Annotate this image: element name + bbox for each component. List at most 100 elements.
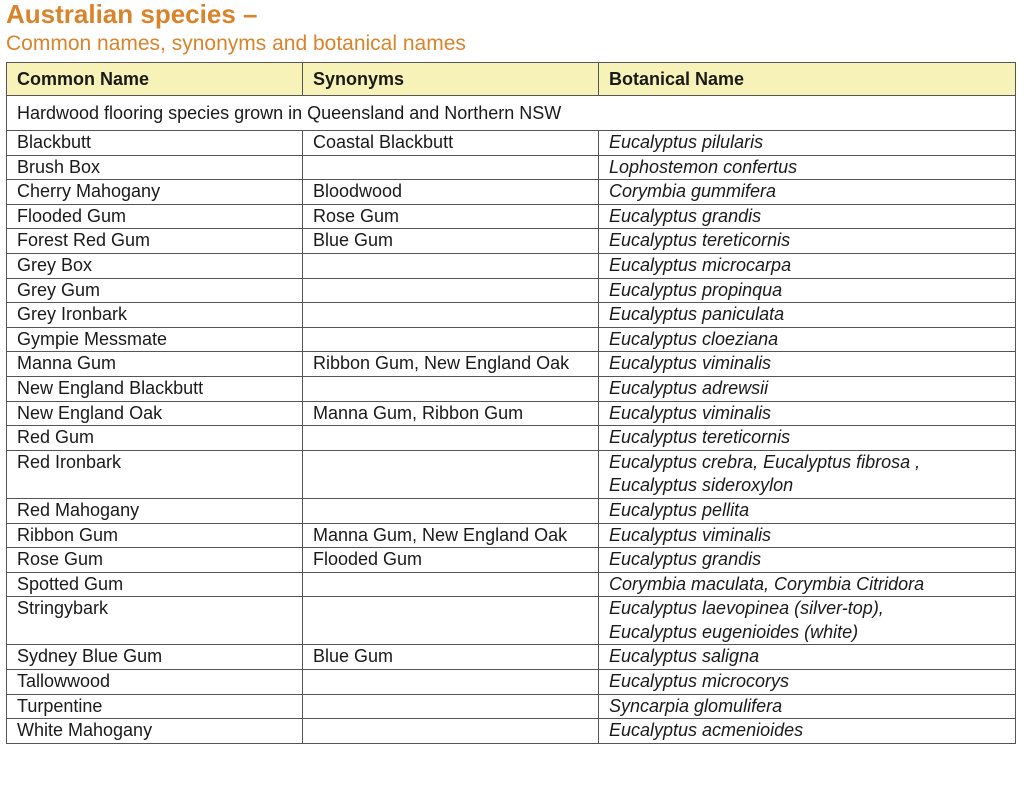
synonyms-cell — [302, 302, 599, 328]
botanical-name-cell: Eucalyptus saligna — [598, 644, 1016, 671]
species-table-body: Hardwood flooring species grown in Queen… — [6, 95, 1016, 744]
page-title: Australian species – — [6, 0, 258, 29]
page-subtitle: Common names, synonyms and botanical nam… — [6, 32, 466, 55]
common-name-cell: Red Ironbark — [6, 449, 303, 499]
section-row: Hardwood flooring species grown in Queen… — [6, 95, 1016, 131]
synonyms-cell — [302, 718, 599, 744]
common-name-cell: Grey Ironbark — [6, 302, 303, 328]
table-row: Gympie Messmate Eucalyptus cloeziana — [6, 326, 1016, 353]
botanical-name-cell: Eucalyptus microcorys — [598, 669, 1016, 695]
botanical-name-cell: Eucalyptus microcarpa — [598, 252, 1016, 279]
table-row: Cherry Mahogany Bloodwood Corymbia gummife… — [6, 179, 1016, 205]
table-row: Turpentine Syncarpia glomulifera — [6, 693, 1016, 720]
synonyms-cell — [302, 277, 599, 304]
synonyms-cell — [302, 693, 599, 720]
botanical-name-line: Eucalyptus paniculata — [609, 304, 785, 325]
botanical-name-line: Eucalyptus acmenioides — [609, 720, 804, 741]
common-name-cell: Turpentine — [6, 693, 303, 720]
common-name-cell: White Mahogany — [6, 718, 303, 744]
botanical-name-line: Eucalyptus microcorys — [609, 671, 790, 692]
table-row: Red Gum Eucalyptus tereticornis — [6, 425, 1016, 451]
table-row: New England Blackbutt Eucalyptus adrewsii — [6, 375, 1016, 402]
botanical-name-line: Syncarpia glomulifera — [609, 695, 783, 716]
synonyms-cell — [302, 596, 599, 646]
table-row: Brush Box Lophostemon confertus — [6, 154, 1016, 181]
table-row: Tallowwood Eucalyptus microcorys — [6, 669, 1016, 695]
common-name-cell: Manna Gum — [6, 351, 303, 377]
botanical-name-line: Eucalyptus propinqua — [609, 279, 783, 300]
botanical-name-cell: Syncarpia glomulifera — [598, 693, 1016, 720]
common-name-cell: Red Gum — [6, 425, 303, 451]
botanical-name-line: Corymbia gummifera — [609, 181, 777, 202]
botanical-name-cell: Eucalyptus viminalis — [598, 400, 1016, 427]
botanical-name-line: Lophostemon confertus — [609, 156, 798, 177]
table-row: Sydney Blue Gum Blue Gum Eucalyptus salign… — [6, 644, 1016, 671]
table-row: Red Mahogany Eucalyptus pellita — [6, 497, 1016, 524]
table-row: White Mahogany Eucalyptus acmenioides — [6, 718, 1016, 744]
botanical-name-cell: Eucalyptus paniculata — [598, 302, 1016, 328]
table-row: Rose Gum Flooded Gum Eucalyptus grandis — [6, 547, 1016, 573]
common-name-cell: New England Blackbutt — [6, 375, 303, 402]
common-name-cell: Ribbon Gum — [6, 522, 303, 549]
synonyms-cell — [302, 669, 599, 695]
botanical-name-line: Eucalyptus viminalis — [609, 524, 772, 545]
common-name-cell: New England Oak — [6, 400, 303, 427]
table-row: Forest Red Gum Blue Gum Eucalyptus teretic… — [6, 228, 1016, 254]
botanical-name-cell: Eucalyptus acmenioides — [598, 718, 1016, 744]
synonyms-cell: Ribbon Gum, New England Oak — [302, 351, 599, 377]
botanical-name-cell: Corymbia gummifera — [598, 179, 1016, 205]
botanical-name-line: Corymbia maculata, Corymbia Citridora — [609, 573, 925, 594]
table-row: Stringybark Eucalyptus laevopinea (silver… — [6, 596, 1016, 646]
synonyms-cell: Blue Gum — [302, 228, 599, 254]
table-row: Spotted Gum Corymbia maculata, Corymbia C… — [6, 571, 1016, 598]
table-row: Ribbon Gum Manna Gum, New England Oak Euca… — [6, 522, 1016, 549]
common-name-cell: Rose Gum — [6, 547, 303, 573]
table-row: Blackbutt Coastal Blackbutt Eucalyptus pil… — [6, 130, 1016, 156]
botanical-name-cell: Eucalyptus cloeziana — [598, 326, 1016, 353]
synonyms-cell: Flooded Gum — [302, 547, 599, 573]
botanical-name-line: Eucalyptus tereticornis — [609, 230, 791, 251]
botanical-name-line: Eucalyptus eugenioides (white) — [609, 621, 859, 642]
common-name-cell: Grey Gum — [6, 277, 303, 304]
botanical-name-cell: Eucalyptus tereticornis — [598, 228, 1016, 254]
common-name-cell: Stringybark — [6, 596, 303, 646]
botanical-name-cell: Eucalyptus grandis — [598, 547, 1016, 573]
synonyms-cell: Rose Gum — [302, 203, 599, 230]
botanical-name-line: Eucalyptus laevopinea (silver-top), — [609, 598, 884, 619]
synonyms-cell — [302, 375, 599, 402]
synonyms-cell — [302, 497, 599, 524]
botanical-name-line: Eucalyptus sideroxylon — [609, 475, 794, 496]
table-row: Flooded Gum Rose Gum Eucalyptus grandis — [6, 203, 1016, 230]
botanical-name-cell: Eucalyptus viminalis — [598, 522, 1016, 549]
synonyms-cell — [302, 326, 599, 353]
synonyms-cell — [302, 252, 599, 279]
table-row: Grey Gum Eucalyptus propinqua — [6, 277, 1016, 304]
botanical-name-line: Eucalyptus pilularis — [609, 132, 764, 152]
synonyms-cell — [302, 154, 599, 181]
botanical-name-line: Eucalyptus crebra, Eucalyptus fibrosa , — [609, 451, 921, 472]
botanical-name-cell: Eucalyptus pellita — [598, 497, 1016, 524]
common-name-cell: Flooded Gum — [6, 203, 303, 230]
common-name-cell: Grey Box — [6, 252, 303, 279]
botanical-name-cell: Eucalyptus pilularis — [598, 130, 1016, 156]
synonyms-cell: Blue Gum — [302, 644, 599, 671]
botanical-name-line: Eucalyptus grandis — [609, 205, 762, 226]
column-header-common-name: Common Name — [6, 62, 303, 96]
botanical-name-cell: Eucalyptus adrewsii — [598, 375, 1016, 402]
common-name-cell: Sydney Blue Gum — [6, 644, 303, 671]
common-name-cell: Tallowwood — [6, 669, 303, 695]
botanical-name-line: Eucalyptus tereticornis — [609, 427, 791, 448]
species-table: Common Name Synonyms Botanical Name Hard… — [6, 62, 1016, 744]
synonyms-cell — [302, 449, 599, 499]
common-name-cell: Blackbutt — [6, 130, 303, 156]
botanical-name-cell: Eucalyptus propinqua — [598, 277, 1016, 304]
botanical-name-cell: Eucalyptus crebra, Eucalyptus fibrosa , E… — [598, 449, 1016, 499]
synonyms-cell — [302, 425, 599, 451]
synonyms-cell: Manna Gum, New England Oak — [302, 522, 599, 549]
botanical-name-line: Eucalyptus viminalis — [609, 402, 772, 423]
common-name-cell: Forest Red Gum — [6, 228, 303, 254]
column-header-botanical-name: Botanical Name — [598, 62, 1016, 96]
table-row: Red Ironbark Eucalyptus crebra, Eucalyptu… — [6, 449, 1016, 499]
common-name-cell: Cherry Mahogany — [6, 179, 303, 205]
